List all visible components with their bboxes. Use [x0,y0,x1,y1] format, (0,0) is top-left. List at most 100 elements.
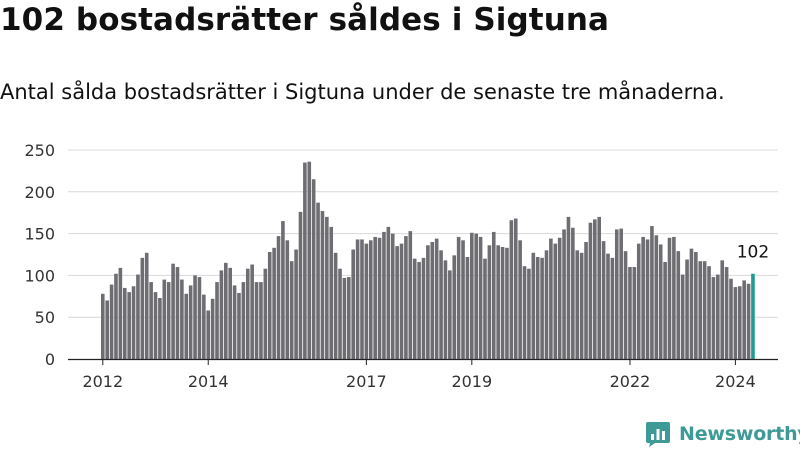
bar [144,252,149,359]
bar [483,258,487,359]
y-tick-label: 100 [24,266,55,285]
bar [491,231,496,359]
bar [285,240,290,359]
bar [320,211,325,359]
chart-title: 102 bostadsrätter såldes i Sigtuna [0,2,610,38]
bar [140,257,145,359]
bar [316,202,320,359]
bar [311,179,316,359]
bar [465,257,470,359]
bar [694,251,698,359]
bar [237,292,241,359]
bar [215,282,219,359]
bar [333,252,338,359]
bar [632,267,637,359]
bar [241,282,246,359]
bar [553,243,558,359]
bar [680,274,685,359]
bar [698,261,703,359]
x-tick-label: 2022 [610,372,651,391]
bar [650,226,654,359]
bar [562,229,566,359]
bar [127,292,131,359]
bar [522,266,527,359]
y-tick-label: 0 [45,350,55,369]
bar [535,257,540,359]
x-tick-label: 2014 [188,372,229,391]
bar [404,236,408,359]
bar [610,257,615,359]
bar [259,282,263,359]
bar [702,261,707,359]
bar [439,250,443,359]
bar [122,287,127,359]
bar [149,282,153,359]
bar [645,239,650,359]
bar [654,235,659,359]
bar [289,261,294,359]
brand-logo: Newsworthy [645,420,800,448]
bar [478,236,483,359]
bar [136,274,140,359]
bar [377,237,382,359]
bar [452,255,457,359]
bar [180,279,184,359]
bar [329,226,334,359]
bar [210,298,215,359]
x-tick-label: 2024 [715,372,756,391]
bar [114,273,118,359]
bar [623,251,628,359]
bar [347,277,351,359]
bar [342,277,347,359]
bar [188,285,193,359]
bar [325,216,329,359]
bar [636,243,641,359]
bar [716,274,720,359]
bar [197,277,202,359]
bar [408,231,413,359]
bar [206,310,211,359]
bar [707,266,711,359]
bar [153,292,158,359]
bar [593,219,597,359]
bar [443,260,448,359]
bar [193,275,197,359]
bar [737,286,742,359]
chart-subtitle: Antal sålda bostadsrätter i Sigtuna unde… [0,80,725,104]
bar [254,282,259,359]
bar [303,162,307,359]
bar [364,243,369,359]
bar [513,218,518,359]
bar [421,257,426,359]
bar [619,228,623,359]
bar [628,267,632,359]
bar [540,257,544,359]
bar [276,236,281,359]
bar [417,262,421,359]
bar [224,262,228,359]
bar [399,243,404,359]
bar [430,241,435,359]
bar [746,283,751,359]
bar [518,240,522,359]
bar [742,280,746,359]
bar [474,233,479,359]
bar [597,216,602,359]
bar [456,236,461,359]
bar [509,220,514,359]
bar [685,259,689,359]
bar [527,268,531,359]
bar [434,238,439,359]
x-tick-label: 2019 [451,372,492,391]
bar [676,251,681,359]
bar [368,240,373,359]
bar [395,246,399,359]
bar [601,241,606,359]
bar [263,268,268,359]
bar [219,270,224,359]
bar [667,237,672,359]
y-tick-label: 200 [24,183,55,202]
bar [606,253,610,359]
bar [544,250,549,359]
bar [461,240,465,359]
